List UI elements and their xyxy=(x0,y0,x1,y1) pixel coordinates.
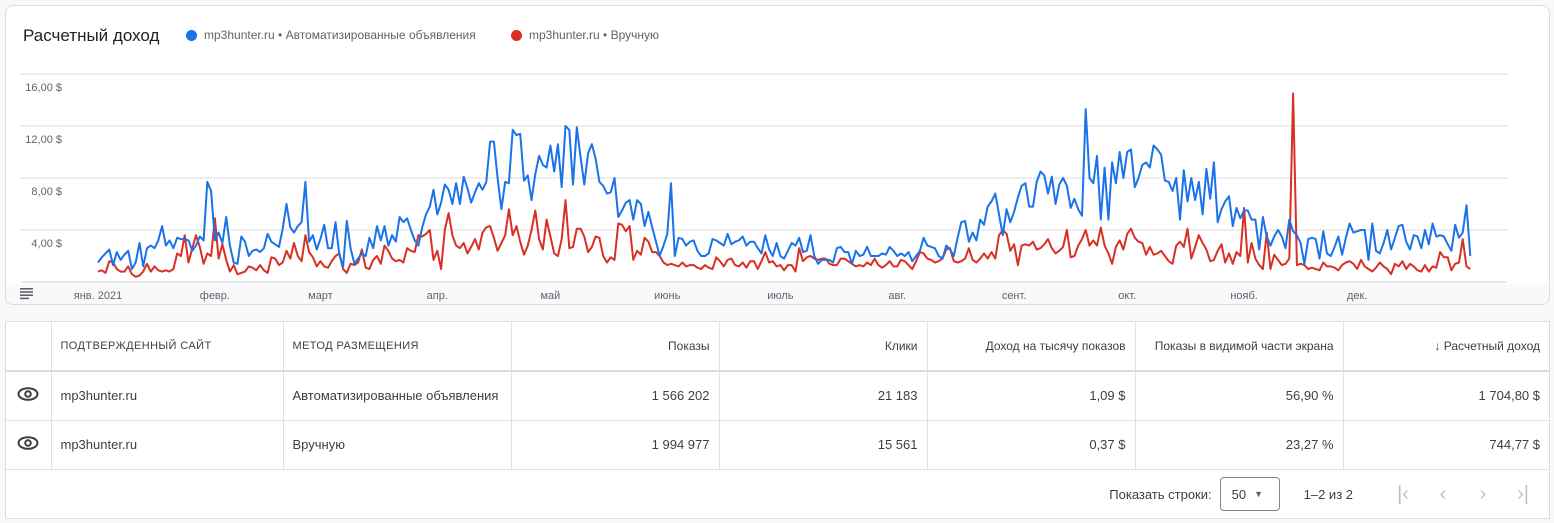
cell-impressions: 1 994 977 xyxy=(511,420,720,470)
x-axis-band xyxy=(6,284,1549,304)
cell-rpm: 1,09 $ xyxy=(927,371,1136,421)
legend-dot-icon xyxy=(511,29,522,41)
series-line-manual xyxy=(97,92,1471,278)
eye-icon[interactable] xyxy=(6,371,52,421)
cell-revenue: 1 704,80 $ xyxy=(1343,371,1549,421)
y-tick-label: 16,00 $ xyxy=(25,82,62,94)
cell-method: Вручную xyxy=(283,420,512,470)
x-tick-label: март xyxy=(308,290,333,302)
cell-clicks: 15 561 xyxy=(719,420,928,470)
cell-revenue: 744,77 $ xyxy=(1343,420,1549,470)
first-page-icon[interactable]: |‹ xyxy=(1397,482,1409,505)
header-revenue[interactable]: ↓ Расчетный доход xyxy=(1343,322,1549,372)
header-site[interactable]: Подтвержденный сайт xyxy=(51,322,284,372)
prev-page-icon[interactable]: ‹ xyxy=(1439,482,1447,505)
menu-lines-icon[interactable] xyxy=(20,288,33,290)
cell-impressions: 1 566 202 xyxy=(511,371,720,421)
legend-dot-icon xyxy=(186,29,197,41)
x-tick-label: янв. 2021 xyxy=(74,290,122,302)
arrow-down-icon: ↓ xyxy=(1434,339,1444,353)
menu-lines-icon[interactable] xyxy=(20,297,29,300)
cell-viewable: 23,27 % xyxy=(1135,420,1344,470)
pagination-bar: Показать строки: 50 ▼ 1–2 из 2 |‹ ‹ › ›| xyxy=(6,470,1549,518)
chart-title: Расчетный доход xyxy=(23,26,160,45)
cell-clicks: 21 183 xyxy=(719,371,928,421)
x-tick-label: февр. xyxy=(200,290,230,302)
legend-label: mp3hunter.ru • Вручную xyxy=(529,28,660,42)
header-viewable[interactable]: Показы в видимой части экрана xyxy=(1135,322,1344,372)
legend-item-manual[interactable]: mp3hunter.ru • Вручную xyxy=(511,28,659,42)
header-impressions[interactable]: Показы xyxy=(511,322,720,372)
dropdown-arrow-icon: ▼ xyxy=(1254,489,1264,499)
report-table: Подтвержденный сайт Метод размещения Пок… xyxy=(6,322,1549,470)
cell-rpm: 0,37 $ xyxy=(927,420,1136,470)
header-rpm[interactable]: Доход на тысячу показов xyxy=(927,322,1136,372)
x-tick-label: нояб. xyxy=(1230,290,1258,302)
cell-site: mp3hunter.ru xyxy=(51,420,284,470)
x-tick-label: дек. xyxy=(1347,290,1367,302)
report-table-card: Подтвержденный сайт Метод размещения Пок… xyxy=(5,321,1550,519)
header-clicks[interactable]: Клики xyxy=(719,322,928,372)
menu-lines-icon[interactable] xyxy=(20,294,33,296)
rows-per-page-select[interactable]: 50 ▼ xyxy=(1219,477,1280,511)
chart-card: Расчетный доход mp3hunter.ru • Автоматиз… xyxy=(5,5,1550,305)
legend-label: mp3hunter.ru • Автоматизированные объявл… xyxy=(204,28,476,42)
cell-site: mp3hunter.ru xyxy=(51,371,284,421)
series-line-auto xyxy=(97,108,1472,270)
menu-lines-icon[interactable] xyxy=(20,291,33,293)
x-tick-label: июль xyxy=(767,290,794,302)
eye-icon[interactable] xyxy=(6,420,52,470)
rows-value: 50 xyxy=(1231,486,1247,502)
last-page-icon[interactable]: ›| xyxy=(1517,482,1529,505)
header-method[interactable]: Метод размещения xyxy=(283,322,512,372)
rows-label: Показать строки: xyxy=(1109,486,1212,502)
x-tick-label: авг. xyxy=(888,290,906,302)
x-tick-label: окт. xyxy=(1118,290,1136,302)
x-tick-label: июнь xyxy=(654,290,680,302)
next-page-icon[interactable]: › xyxy=(1479,482,1487,505)
header-eye xyxy=(6,322,52,372)
cell-method: Автоматизированные объявления xyxy=(283,371,512,421)
line-chart: 4,00 $ 8,00 $ 12,00 $ 16,00 $ янв. 2021 февр.… xyxy=(6,73,1549,304)
cell-viewable: 56,90 % xyxy=(1135,371,1344,421)
legend-item-auto[interactable]: mp3hunter.ru • Автоматизированные объявл… xyxy=(186,28,476,42)
page-range: 1–2 из 2 xyxy=(1303,486,1353,502)
table-row[interactable]: mp3hunter.ru Автоматизированные объявлен… xyxy=(6,371,1549,421)
y-tick-label: 8,00 $ xyxy=(31,186,62,198)
x-tick-label: апр. xyxy=(427,290,448,302)
x-tick-label: сент. xyxy=(1002,290,1027,302)
y-tick-label: 4,00 $ xyxy=(31,238,62,250)
x-tick-label: май xyxy=(540,290,560,302)
table-row[interactable]: mp3hunter.ru Вручную 1 994 977 15 561 0,… xyxy=(6,420,1549,470)
y-tick-label: 12,00 $ xyxy=(25,134,62,146)
table-header-row: Подтвержденный сайт Метод размещения Пок… xyxy=(6,322,1549,372)
